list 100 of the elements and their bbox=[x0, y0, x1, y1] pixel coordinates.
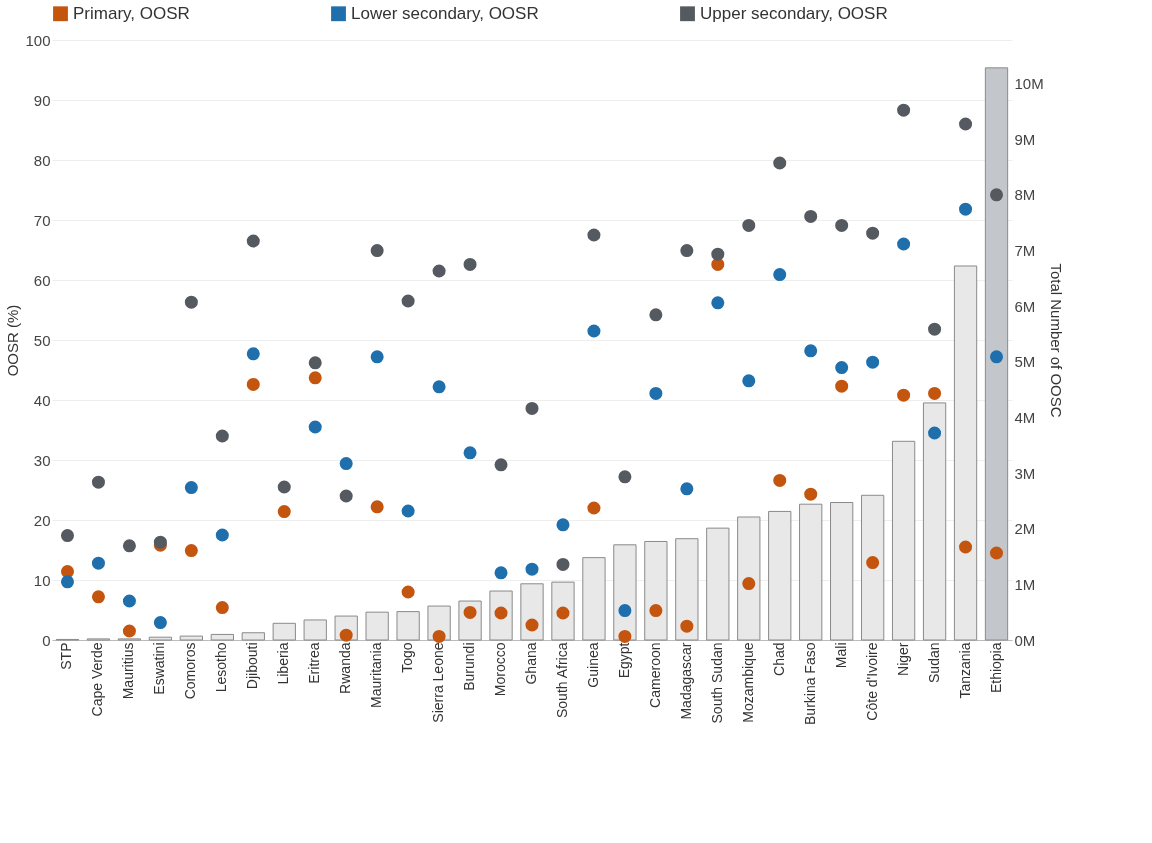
x-tick-label: Mauritania bbox=[368, 642, 385, 708]
point bbox=[587, 228, 601, 242]
point bbox=[60, 575, 74, 589]
x-tick-label: Ghana bbox=[523, 642, 539, 685]
bar bbox=[148, 636, 173, 641]
point bbox=[649, 604, 663, 618]
point bbox=[401, 294, 415, 308]
point bbox=[587, 324, 601, 338]
y2-axis-title: Total Number of OOSC bbox=[1047, 263, 1065, 418]
y-tick-label: 90 bbox=[33, 91, 51, 109]
x-tick-label: South Africa bbox=[553, 642, 570, 718]
point bbox=[184, 544, 198, 558]
point bbox=[370, 244, 384, 258]
point bbox=[804, 344, 818, 358]
point bbox=[928, 322, 942, 336]
y-tick-label: 70 bbox=[33, 211, 51, 229]
point bbox=[246, 234, 260, 248]
point bbox=[897, 103, 911, 117]
point bbox=[339, 489, 353, 503]
y2-tick-label: 1M bbox=[1014, 575, 1036, 593]
x-tick-label: South Sudan bbox=[708, 642, 725, 724]
x-tick-label: Burundi bbox=[461, 642, 478, 691]
point bbox=[649, 308, 663, 322]
y2-tick-label: 4M bbox=[1014, 408, 1036, 426]
point bbox=[773, 268, 787, 282]
y2-tick-label: 9M bbox=[1014, 130, 1036, 148]
point bbox=[308, 356, 322, 370]
y-tick-label: 20 bbox=[33, 511, 51, 529]
bar bbox=[396, 611, 420, 641]
bar bbox=[179, 635, 203, 641]
point bbox=[897, 388, 911, 402]
point bbox=[401, 585, 415, 599]
point bbox=[370, 500, 384, 514]
y-tick-label: 50 bbox=[33, 331, 51, 349]
point bbox=[246, 377, 260, 391]
y-tick-label: 60 bbox=[33, 271, 51, 289]
x-tick-label: Mauritius bbox=[120, 642, 137, 700]
point bbox=[804, 209, 818, 223]
y-tick-label: 80 bbox=[33, 151, 51, 169]
point bbox=[91, 475, 105, 489]
bar bbox=[984, 67, 1009, 641]
point bbox=[556, 606, 570, 620]
point bbox=[308, 371, 322, 385]
point bbox=[928, 426, 942, 440]
point bbox=[463, 446, 477, 460]
point bbox=[618, 604, 632, 618]
x-tick-label: Sierra Leone bbox=[430, 642, 447, 723]
point bbox=[680, 619, 694, 633]
point bbox=[680, 244, 694, 258]
point bbox=[122, 594, 136, 608]
y-tick-label: 0 bbox=[42, 631, 51, 649]
y2-tick-label: 8M bbox=[1014, 186, 1036, 204]
x-tick-label: Côte d'Ivoire bbox=[863, 642, 880, 721]
point bbox=[525, 618, 539, 632]
y2-tick-label: 7M bbox=[1014, 241, 1036, 259]
point bbox=[959, 202, 973, 216]
point bbox=[215, 528, 229, 542]
point bbox=[618, 629, 632, 643]
x-tick-label: Eswatini bbox=[151, 642, 168, 695]
bar bbox=[210, 633, 234, 641]
y2-tick-label: 5M bbox=[1014, 353, 1036, 371]
point bbox=[649, 386, 663, 400]
point bbox=[215, 429, 229, 443]
y-tick-label: 40 bbox=[33, 391, 51, 409]
point bbox=[153, 616, 167, 630]
y-tick-label: 100 bbox=[25, 31, 51, 49]
point bbox=[60, 529, 74, 543]
x-tick-label: Comoros bbox=[182, 642, 199, 700]
point bbox=[525, 562, 539, 576]
legend-label: Primary, OOSR bbox=[73, 3, 190, 23]
point bbox=[928, 386, 942, 400]
point bbox=[835, 361, 849, 375]
y-tick-label: 30 bbox=[33, 451, 51, 469]
point bbox=[711, 296, 725, 310]
point bbox=[773, 156, 787, 170]
x-tick-label: Niger bbox=[894, 642, 911, 676]
point bbox=[866, 355, 880, 369]
x-tick-label: STP bbox=[58, 642, 75, 670]
point bbox=[990, 188, 1004, 202]
legend-label: Upper secondary, OOSR bbox=[700, 3, 888, 23]
point bbox=[804, 487, 818, 501]
point bbox=[463, 257, 477, 271]
point bbox=[432, 380, 446, 394]
y2-tick-label: 6M bbox=[1014, 297, 1036, 315]
point bbox=[742, 218, 756, 232]
x-tick-label: Chad bbox=[770, 642, 787, 676]
y-axis-title: OOSR (%) bbox=[4, 304, 22, 377]
point bbox=[91, 590, 105, 604]
y2-tick-label: 10M bbox=[1014, 74, 1044, 92]
x-tick-label: Sudan bbox=[925, 642, 942, 683]
y2-tick-label: 2M bbox=[1014, 520, 1036, 538]
point bbox=[835, 379, 849, 393]
x-tick-label: Mali bbox=[832, 642, 849, 669]
point bbox=[122, 539, 136, 553]
y2-tick-label: 3M bbox=[1014, 464, 1036, 482]
bar bbox=[365, 611, 389, 641]
point bbox=[184, 295, 198, 309]
point bbox=[959, 540, 973, 554]
point bbox=[866, 556, 880, 570]
point bbox=[122, 624, 136, 638]
